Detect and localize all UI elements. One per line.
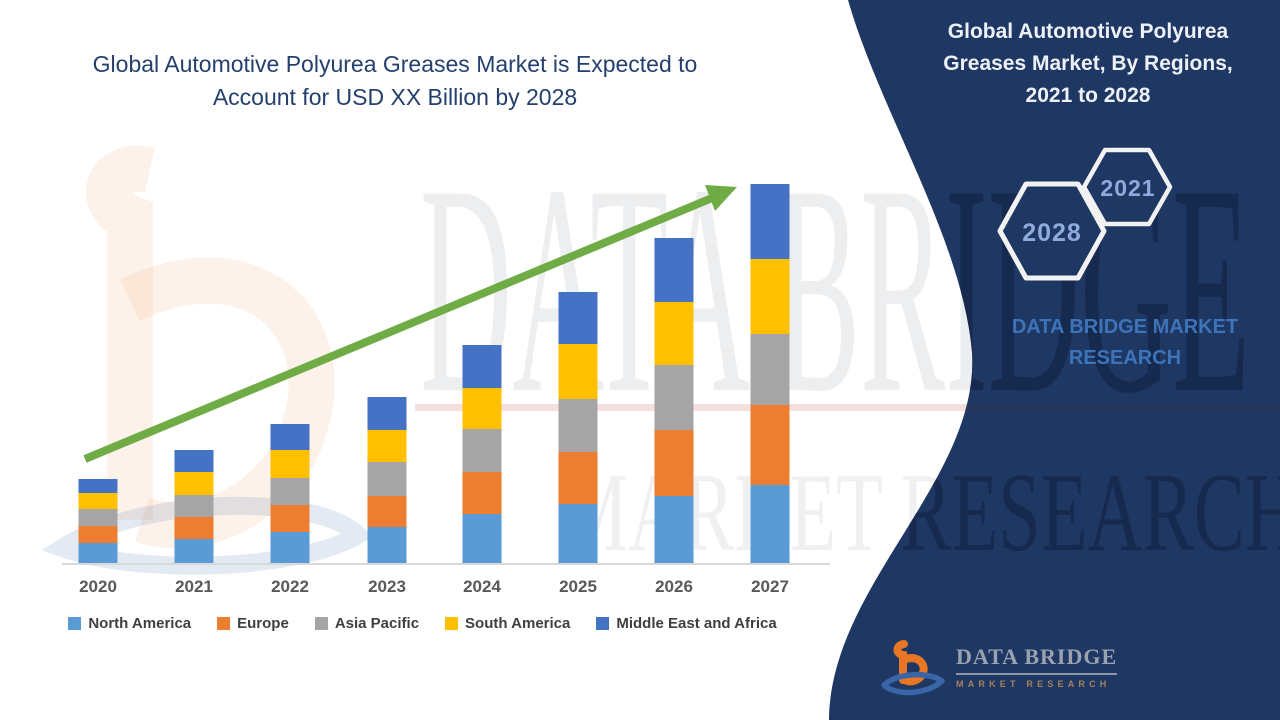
legend-swatch-icon [314, 617, 328, 630]
bar-segment-north-america [750, 485, 790, 563]
legend-swatch-icon [445, 617, 459, 630]
footer-logo-mark-icon [881, 640, 945, 696]
bar-segment-north-america [654, 496, 694, 563]
footer-logo-tagline: MARKET RESEARCH [956, 679, 1111, 689]
bar-segment-south-america [558, 344, 598, 399]
footer-logo-name: DATA BRIDGE [956, 644, 1118, 675]
bar-segment-europe [78, 526, 118, 543]
bar-segment-europe [174, 517, 214, 539]
bar-segment-south-america [462, 388, 502, 429]
bar-segment-middle-east-and-africa [654, 238, 694, 302]
main-title: Global Automotive Polyurea Greases Marke… [92, 51, 698, 110]
bars-group [78, 184, 790, 563]
bar-segment-north-america [78, 543, 118, 563]
bar-segment-north-america [462, 514, 502, 563]
footer-logo-swoosh-icon [881, 671, 945, 696]
trend-arrow [83, 185, 737, 463]
x-tick-label: 2024 [463, 577, 501, 596]
legend-label: North America [88, 615, 192, 632]
hexagon-label-2028: 2028 [1022, 219, 1082, 247]
bar-segment-europe [750, 405, 790, 485]
x-tick-label: 2021 [175, 577, 213, 596]
hexagon-label-2021: 2021 [1100, 175, 1156, 201]
bar-segment-asia-pacific [367, 462, 407, 496]
bar-segment-south-america [367, 430, 407, 462]
bar-segment-north-america [174, 539, 214, 563]
bar-segment-south-america [750, 259, 790, 334]
legend-item-south-america: South America [445, 615, 570, 632]
year-labels-group: 2020 2021 2022 2023 2024 2025 2026 2027 [79, 577, 789, 596]
bar-segment-asia-pacific [750, 334, 790, 405]
legend-label: Middle East and Africa [616, 615, 777, 632]
bar-segment-middle-east-and-africa [462, 345, 502, 388]
bar-segment-europe [462, 472, 502, 514]
bar-segment-middle-east-and-africa [367, 397, 407, 430]
x-tick-label: 2027 [751, 577, 789, 596]
bar-segment-south-america [654, 302, 694, 365]
bar-segment-middle-east-and-africa [78, 479, 118, 493]
bar-segment-asia-pacific [558, 399, 598, 452]
legend-swatch-icon [68, 617, 82, 630]
hexagon-2028-icon [997, 181, 1107, 281]
bar-segment-asia-pacific [78, 509, 118, 526]
bar-segment-south-america [270, 450, 310, 478]
legend-label: Asia Pacific [334, 615, 420, 632]
bar-segment-asia-pacific [462, 429, 502, 472]
bar-segment-asia-pacific [270, 478, 310, 505]
legend-swatch-icon [217, 617, 231, 630]
x-tick-label: 2025 [559, 577, 597, 596]
bar-segment-europe [367, 496, 407, 527]
legend-item-asia-pacific: Asia Pacific [314, 615, 420, 632]
legend-label: South America [465, 615, 571, 632]
trend-arrow-head-icon [705, 185, 737, 211]
bar-segment-south-america [78, 493, 118, 509]
x-tick-label: 2023 [368, 577, 406, 596]
bar-segment-europe [558, 452, 598, 504]
bar-segment-middle-east-and-africa [174, 450, 214, 472]
bar-segment-middle-east-and-africa [750, 184, 790, 259]
legend-label: Europe [237, 615, 289, 632]
trend-arrow-line [83, 194, 714, 463]
footer-logo: DATA BRIDGE MARKET RESEARCH [880, 638, 1118, 698]
bar-segment-middle-east-and-africa [270, 424, 310, 450]
bar-segment-europe [654, 430, 694, 496]
panel-watermark-subtitle-text: MARKET RESEARCH [560, 451, 1280, 575]
bar-segment-europe [270, 505, 310, 532]
x-tick-label: 2022 [271, 577, 309, 596]
panel-watermark-underline [829, 404, 1280, 411]
panel-brand-text: DATA BRIDGE MARKET RESEARCH [1011, 316, 1239, 369]
legend-item-middle-east-and-africa: Middle East and Africa [596, 615, 777, 632]
legend-swatch-icon [596, 617, 610, 630]
bar-segment-north-america [367, 527, 407, 563]
bar-segment-middle-east-and-africa [558, 292, 598, 344]
legend-item-europe: Europe [217, 615, 289, 632]
hexagon-2021-icon [1081, 147, 1173, 227]
bar-segment-asia-pacific [174, 495, 214, 517]
x-tick-label: 2020 [79, 577, 117, 596]
chart-legend: North America Europe Asia Pacific South Ame… [0, 615, 845, 632]
bar-segment-south-america [174, 472, 214, 495]
panel-title: Global Automotive Polyurea Greases Marke… [943, 20, 1233, 107]
legend-item-north-america: North America [68, 615, 191, 632]
bar-segment-north-america [270, 532, 310, 563]
bar-segment-asia-pacific [654, 365, 694, 430]
watermark-underline [415, 404, 1280, 411]
x-tick-label: 2026 [655, 577, 693, 596]
bar-segment-north-america [558, 504, 598, 563]
